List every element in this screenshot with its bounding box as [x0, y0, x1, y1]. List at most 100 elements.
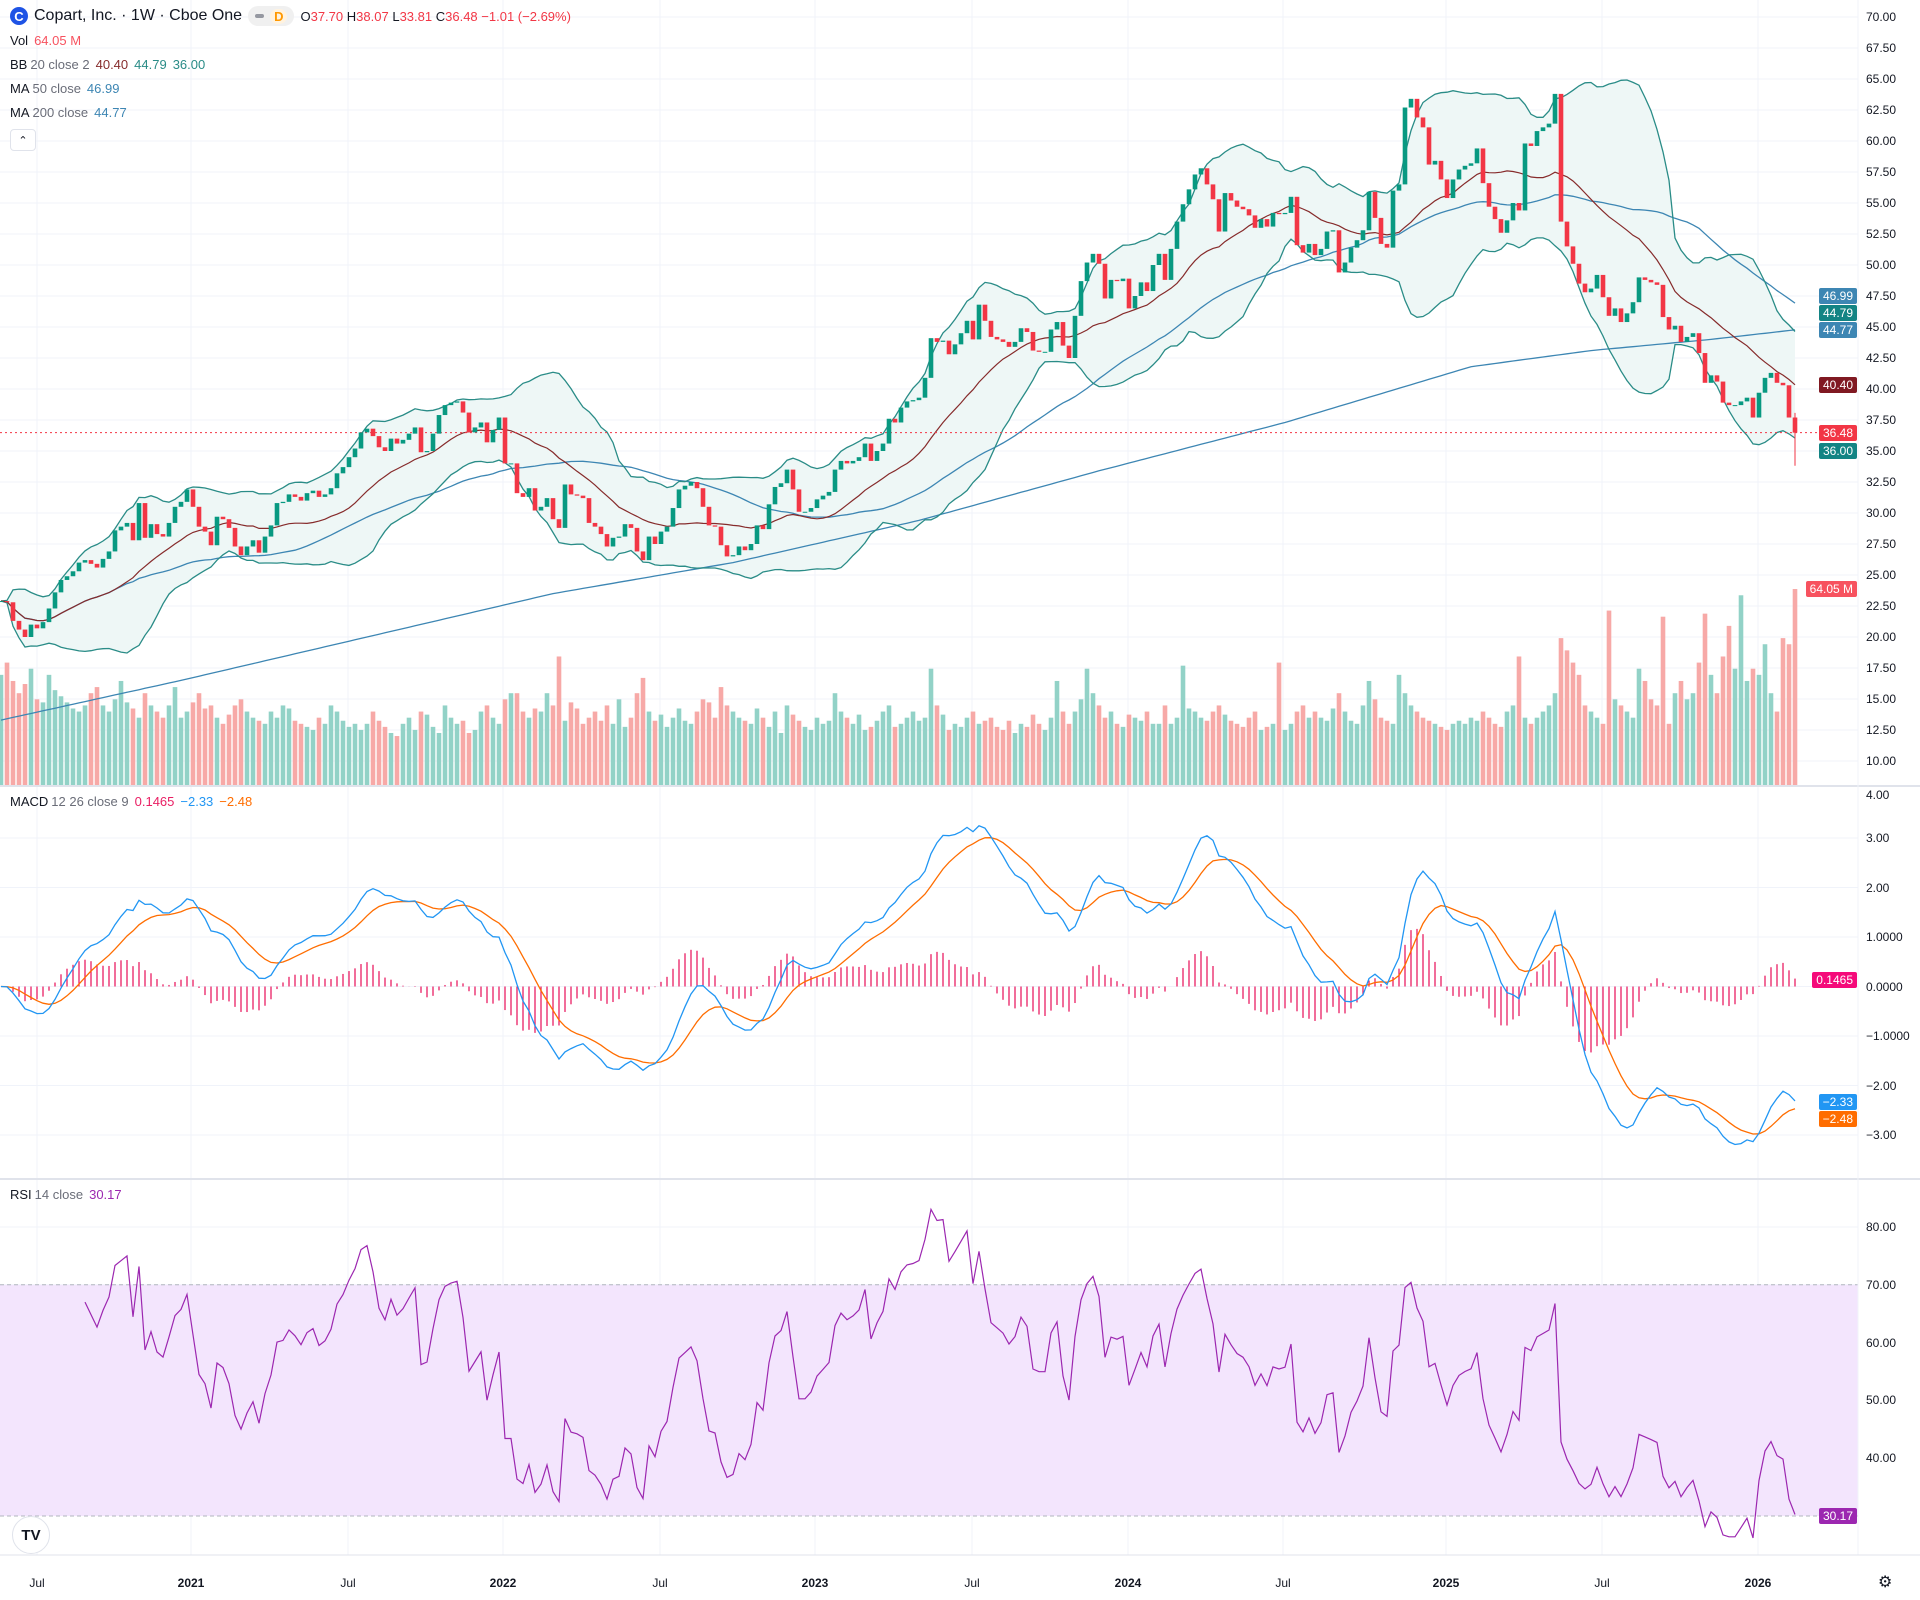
- volume-bar: [1444, 729, 1450, 785]
- volume-bar: [1546, 705, 1552, 785]
- candle: [1252, 215, 1258, 228]
- macd-legend[interactable]: MACD 12 26 close 9 0.1465 −2.33 −2.48: [10, 794, 252, 809]
- market-status-badge[interactable]: D: [248, 6, 295, 26]
- volume-bar: [142, 693, 148, 785]
- candle: [1000, 339, 1006, 342]
- candles[interactable]: [0, 93, 1798, 637]
- volume-bar: [1396, 674, 1402, 785]
- volume-bar: [760, 717, 766, 785]
- candle: [64, 576, 70, 580]
- candle: [994, 336, 1000, 340]
- candle: [1090, 253, 1096, 263]
- rsi-axis-label: 60.00: [1866, 1335, 1897, 1350]
- candle: [0, 601, 4, 603]
- ma50-line: [0, 194, 1796, 622]
- candle: [1366, 191, 1372, 231]
- candle: [100, 558, 106, 568]
- volume-bar: [1654, 705, 1660, 785]
- candle: [1462, 165, 1468, 170]
- candle: [916, 397, 922, 401]
- volume-bar: [1750, 668, 1756, 785]
- candle: [1786, 385, 1792, 418]
- candle: [1048, 329, 1054, 352]
- ma50-legend[interactable]: MA 50 close 46.99: [10, 81, 119, 96]
- symbol-title[interactable]: Copart, Inc. · 1W · Cboe One: [34, 7, 243, 24]
- price-axis-label: 35.00: [1866, 444, 1897, 458]
- volume-bar: [646, 711, 652, 785]
- candle: [1768, 372, 1774, 378]
- bb-label: BB: [10, 57, 28, 72]
- candle: [1348, 247, 1354, 263]
- candle: [682, 485, 688, 490]
- candle: [754, 525, 760, 544]
- candle: [394, 438, 400, 444]
- candle: [736, 546, 742, 556]
- volume-bar: [1162, 705, 1168, 785]
- collapse-legend-button[interactable]: ⌃: [10, 129, 36, 151]
- volume-bar: [1402, 693, 1408, 785]
- candle: [1012, 341, 1018, 347]
- volume-bar: [946, 729, 952, 785]
- symbol-legend[interactable]: C Copart, Inc. · 1W · Cboe One D O37.70 …: [10, 6, 571, 26]
- volume-bar: [1420, 717, 1426, 785]
- candle: [1510, 203, 1516, 221]
- candle: [1294, 196, 1300, 246]
- candle: [124, 522, 130, 527]
- volume-bar: [604, 705, 610, 785]
- candle: [1324, 231, 1330, 249]
- candle: [604, 534, 610, 547]
- ma200-legend[interactable]: MA 200 close 44.77: [10, 105, 127, 120]
- volume-bar: [184, 711, 190, 785]
- candle: [832, 469, 838, 492]
- volume-bar: [154, 711, 160, 785]
- volume-bar: [700, 699, 706, 785]
- macd-signal-value: −2.48: [219, 794, 253, 809]
- volume-bar: [160, 717, 166, 785]
- volume-bar: [1648, 699, 1654, 785]
- volume-bar: [430, 726, 436, 785]
- candle: [196, 506, 202, 527]
- volume-legend[interactable]: Vol 64.05 M: [10, 33, 81, 48]
- macd-pane: [0, 825, 1796, 1146]
- rsi-label: RSI: [10, 1187, 32, 1202]
- candle: [262, 536, 268, 553]
- volume-bar: [544, 693, 550, 785]
- candle: [1138, 282, 1144, 296]
- candle: [1708, 375, 1714, 383]
- candle: [706, 506, 712, 526]
- candle: [190, 489, 196, 507]
- volume-value: 64.05 M: [34, 33, 82, 48]
- candle: [526, 488, 532, 497]
- volume-bar: [934, 705, 940, 785]
- candle: [1672, 325, 1678, 330]
- volume-bar: [1270, 723, 1276, 785]
- volume-bar: [1330, 708, 1336, 785]
- candle: [400, 439, 406, 444]
- macd-axis-label: −3.00: [1866, 1128, 1897, 1142]
- gear-icon[interactable]: ⚙: [1878, 1574, 1893, 1591]
- candle: [250, 540, 256, 547]
- volume-bar: [262, 723, 268, 785]
- candle: [226, 519, 232, 528]
- rsi-pane: [0, 1207, 1858, 1539]
- candle: [1780, 382, 1786, 386]
- volume-bar: [1450, 723, 1456, 785]
- candle: [772, 486, 778, 505]
- tradingview-logo[interactable]: TV: [12, 1516, 50, 1554]
- volume-bar: [1312, 711, 1318, 785]
- volume-bar: [82, 705, 88, 785]
- candle: [988, 320, 994, 337]
- volume-bar: [784, 705, 790, 785]
- volume-bar: [1012, 732, 1018, 785]
- volume-bar: [1582, 705, 1588, 785]
- volume-bar: [1240, 726, 1246, 785]
- candle: [1036, 350, 1042, 352]
- volume-bar: [1378, 717, 1384, 785]
- bb-legend[interactable]: BB 20 close 2 40.40 44.79 36.00: [10, 57, 205, 72]
- candle: [634, 527, 640, 552]
- volume-bar: [1042, 729, 1048, 785]
- candle: [652, 536, 658, 544]
- rsi-legend[interactable]: RSI 14 close 30.17: [10, 1187, 122, 1202]
- volume-bar: [838, 711, 844, 785]
